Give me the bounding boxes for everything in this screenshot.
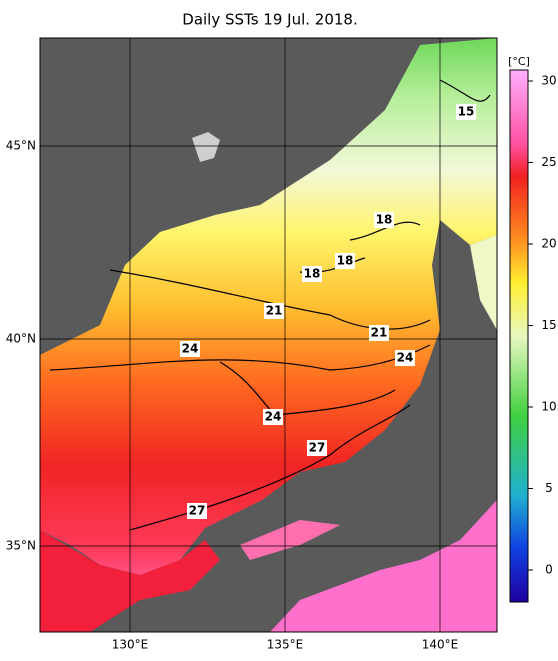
lon-label: 135°E (267, 638, 304, 652)
contour-label: 15 (458, 105, 475, 119)
contour-labels: 15 18 18 18 21 21 24 24 24 27 27 (180, 104, 476, 519)
contour-label-box (395, 350, 415, 366)
lon-label: 140°E (422, 638, 459, 652)
contour-label-box (187, 503, 207, 519)
contour-label-box (264, 303, 284, 319)
contour-label: 24 (265, 410, 282, 424)
colorbar-tick-label: 5 (545, 481, 553, 495)
colorbar-ticks: 0 5 10 15 20 25 30 (528, 74, 557, 577)
contour-label: 18 (376, 213, 393, 227)
contour-label: 18 (304, 267, 321, 281)
contour-label-box (369, 325, 389, 341)
map (40, 38, 497, 632)
title: Daily SSTs 19 Jul. 2018. (182, 11, 357, 29)
lat-label: 35°N (6, 539, 36, 553)
lat-label: 45°N (6, 139, 36, 153)
contour-label-box (180, 341, 200, 357)
colorbar-tick-label: 20 (541, 237, 556, 251)
colorbar-tick-label: 30 (541, 74, 556, 88)
strait (240, 520, 340, 560)
contour-label-box (374, 212, 394, 228)
island (192, 132, 220, 162)
contour-label-box (456, 104, 476, 120)
colorbar-tick-label: 0 (545, 563, 553, 577)
colorbar-unit: [°C] (508, 55, 530, 68)
contour-label: 18 (337, 254, 354, 268)
contour-label-box (302, 266, 322, 282)
colorbar-tick-label: 10 (541, 400, 556, 414)
contour-label-box (307, 440, 327, 456)
contour-label: 21 (266, 304, 283, 318)
graticule (40, 38, 497, 632)
map-frame (39, 37, 498, 633)
lat-label: 40°N (6, 332, 36, 346)
colorbar-tick-label: 15 (541, 318, 556, 332)
colorbar (509, 69, 529, 603)
contour-label: 27 (309, 441, 326, 455)
colorbar-tick-label: 25 (541, 155, 556, 169)
contour-label: 24 (182, 342, 199, 356)
contour-label-box (263, 409, 283, 425)
lon-label: 130°E (112, 638, 149, 652)
contour-label: 27 (189, 504, 206, 518)
sea-east (470, 235, 497, 330)
contour-label: 24 (397, 351, 414, 365)
contour-label: 21 (371, 326, 388, 340)
contour-label-box (335, 253, 355, 269)
